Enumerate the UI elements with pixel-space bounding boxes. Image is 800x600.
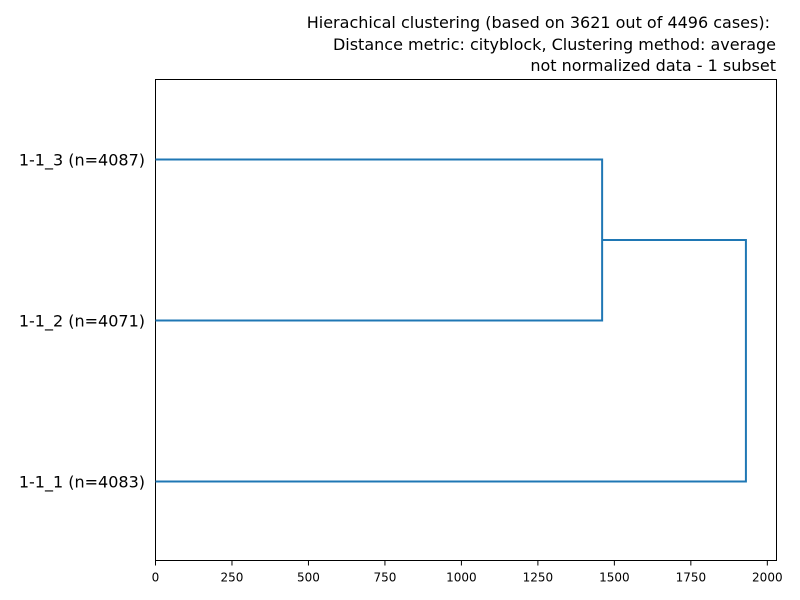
x-tick-label: 750 (373, 571, 396, 585)
chart-title-line-1: Hierachical clustering (based on 3621 ou… (307, 13, 770, 32)
x-tick-label: 500 (297, 571, 320, 585)
x-tick-label: 1500 (599, 571, 630, 585)
x-tick-label: 1000 (446, 571, 477, 585)
dendrogram-link (155, 158, 604, 322)
dendrogram-link (155, 239, 747, 483)
x-tick-label: 2000 (752, 571, 783, 585)
leaf-labels: 1-1_3 (n=4087) 1-1_2 (n=4071) 1-1_1 (n=408… (19, 151, 145, 493)
chart-title-line-3: not normalized data - 1 subset (530, 56, 776, 75)
x-tick-label: 1750 (676, 571, 707, 585)
leaf-label: 1-1_2 (n=4071) (19, 312, 145, 332)
chart-title-line-2: Distance metric: cityblock, Clustering m… (333, 35, 776, 54)
leaf-label: 1-1_1 (n=4083) (19, 473, 145, 493)
x-tick-label: 1250 (523, 571, 554, 585)
x-tick-label: 0 (152, 571, 160, 585)
leaf-label: 1-1_3 (n=4087) (19, 151, 145, 171)
dendrogram-links (155, 158, 747, 483)
x-tick-label: 250 (221, 571, 244, 585)
x-axis-ticks: 0 250 500 750 1000 1250 1500 1750 2000 (152, 560, 783, 585)
